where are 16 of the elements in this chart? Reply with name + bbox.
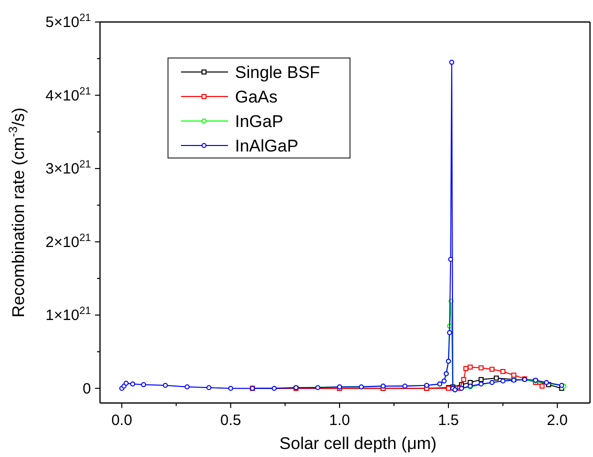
x-tick-label: 0.5 (220, 412, 242, 429)
legend-label: GaAs (235, 88, 278, 106)
y-tick-label: 0 (82, 380, 91, 398)
y-tick-label: 3×10$^{21}$ (46, 158, 92, 178)
x-tick-label: 1.5 (438, 412, 459, 429)
y-tick-label: 1×10$^{21}$ (46, 305, 92, 324)
x-tick-label: 1.0 (329, 412, 350, 429)
legend-label: Single BSF (235, 63, 320, 82)
x-tick-label: 0.0 (111, 412, 132, 429)
legend-label: InGaP (235, 112, 284, 131)
y-tick-label: 2×10$^{21}$ (46, 232, 92, 251)
y-tick-label: 5×10$^{21}$ (46, 12, 92, 31)
legend-label: InAlGaP (235, 136, 298, 156)
y-tick-label: 4×10$^{21}$ (46, 85, 92, 104)
x-axis-title: Solar cell depth (μm) (279, 434, 437, 453)
x-tick-label: 2.0 (546, 412, 568, 429)
